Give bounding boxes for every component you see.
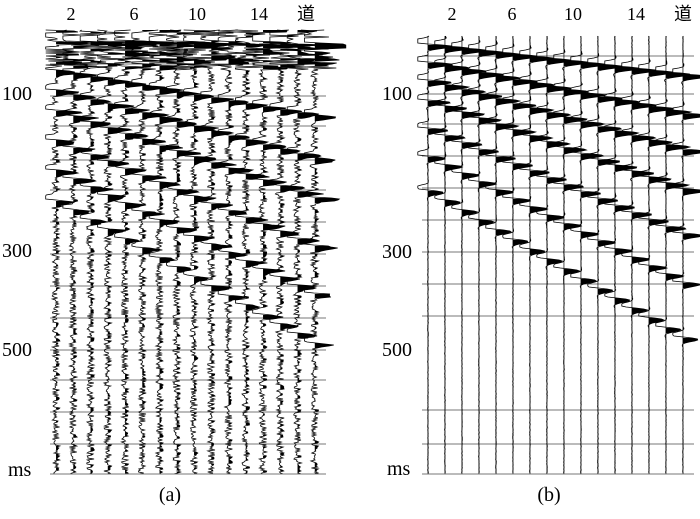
trace-tick-a-1: 6 [130,4,139,24]
trace-tick-b-0: 2 [448,4,457,24]
seismic-trace [485,35,522,475]
seismic-trace [451,35,487,475]
seismic-trace [97,29,140,475]
wiggle-traces-a [45,29,347,475]
seismic-trace [268,29,312,475]
seismic-trace [251,29,295,475]
trace-tick-a-3: 14 [250,4,268,24]
trace-tick-b-2: 10 [564,4,582,24]
trace-tick-a-2: 10 [188,4,206,24]
trace-axis-label-b: 道 [674,4,692,24]
seismic-trace [604,35,641,474]
seismic-trace [536,35,573,475]
time-axis-labels-a: 100 300 500 ms [2,83,32,480]
seismic-trace [672,35,700,475]
seismic-trace [553,35,590,474]
time-tick-a-2: 500 [2,339,32,361]
seismic-trace [165,29,208,475]
seismic-trace [570,35,608,475]
seismic-panel-a: 2 6 10 14 道 100 300 500 ms [2,4,347,480]
seismic-trace [62,29,100,475]
trace-axis-label-a: 道 [297,4,315,24]
seismic-trace [587,35,624,475]
trace-tick-b-3: 14 [627,4,645,24]
caption-a: (a) [158,484,182,506]
time-unit-b: ms [387,458,411,480]
trace-tick-a-0: 2 [67,4,76,24]
seismic-trace [638,35,675,475]
time-tick-b-2: 500 [382,339,412,361]
seismic-trace [148,29,187,475]
seismic-trace [286,29,329,475]
wiggle-traces-b [417,35,700,475]
trace-tick-b-1: 6 [508,4,517,24]
seismic-trace [303,29,347,475]
time-unit-a: ms [8,459,32,480]
seismic-trace [217,29,260,475]
caption-b: (b) [537,484,561,506]
time-tick-a-0: 100 [2,83,32,105]
seismic-trace [417,35,454,474]
seismic-trace [234,29,277,475]
seismic-trace [130,29,174,475]
time-tick-a-1: 300 [2,240,32,262]
time-tick-b-0: 100 [382,83,412,105]
time-axis-labels-b: 100 300 500 ms [382,83,412,480]
trace-axis-labels-a: 2 6 10 14 道 [67,4,316,24]
seismic-trace [434,35,471,475]
seismic-panel-b: 2 6 10 14 道 100 300 500 ms [382,4,700,480]
seismic-trace [655,35,693,475]
trace-axis-labels-b: 2 6 10 14 道 [448,4,693,24]
time-tick-b-1: 300 [382,241,412,263]
seismic-trace [200,29,243,475]
